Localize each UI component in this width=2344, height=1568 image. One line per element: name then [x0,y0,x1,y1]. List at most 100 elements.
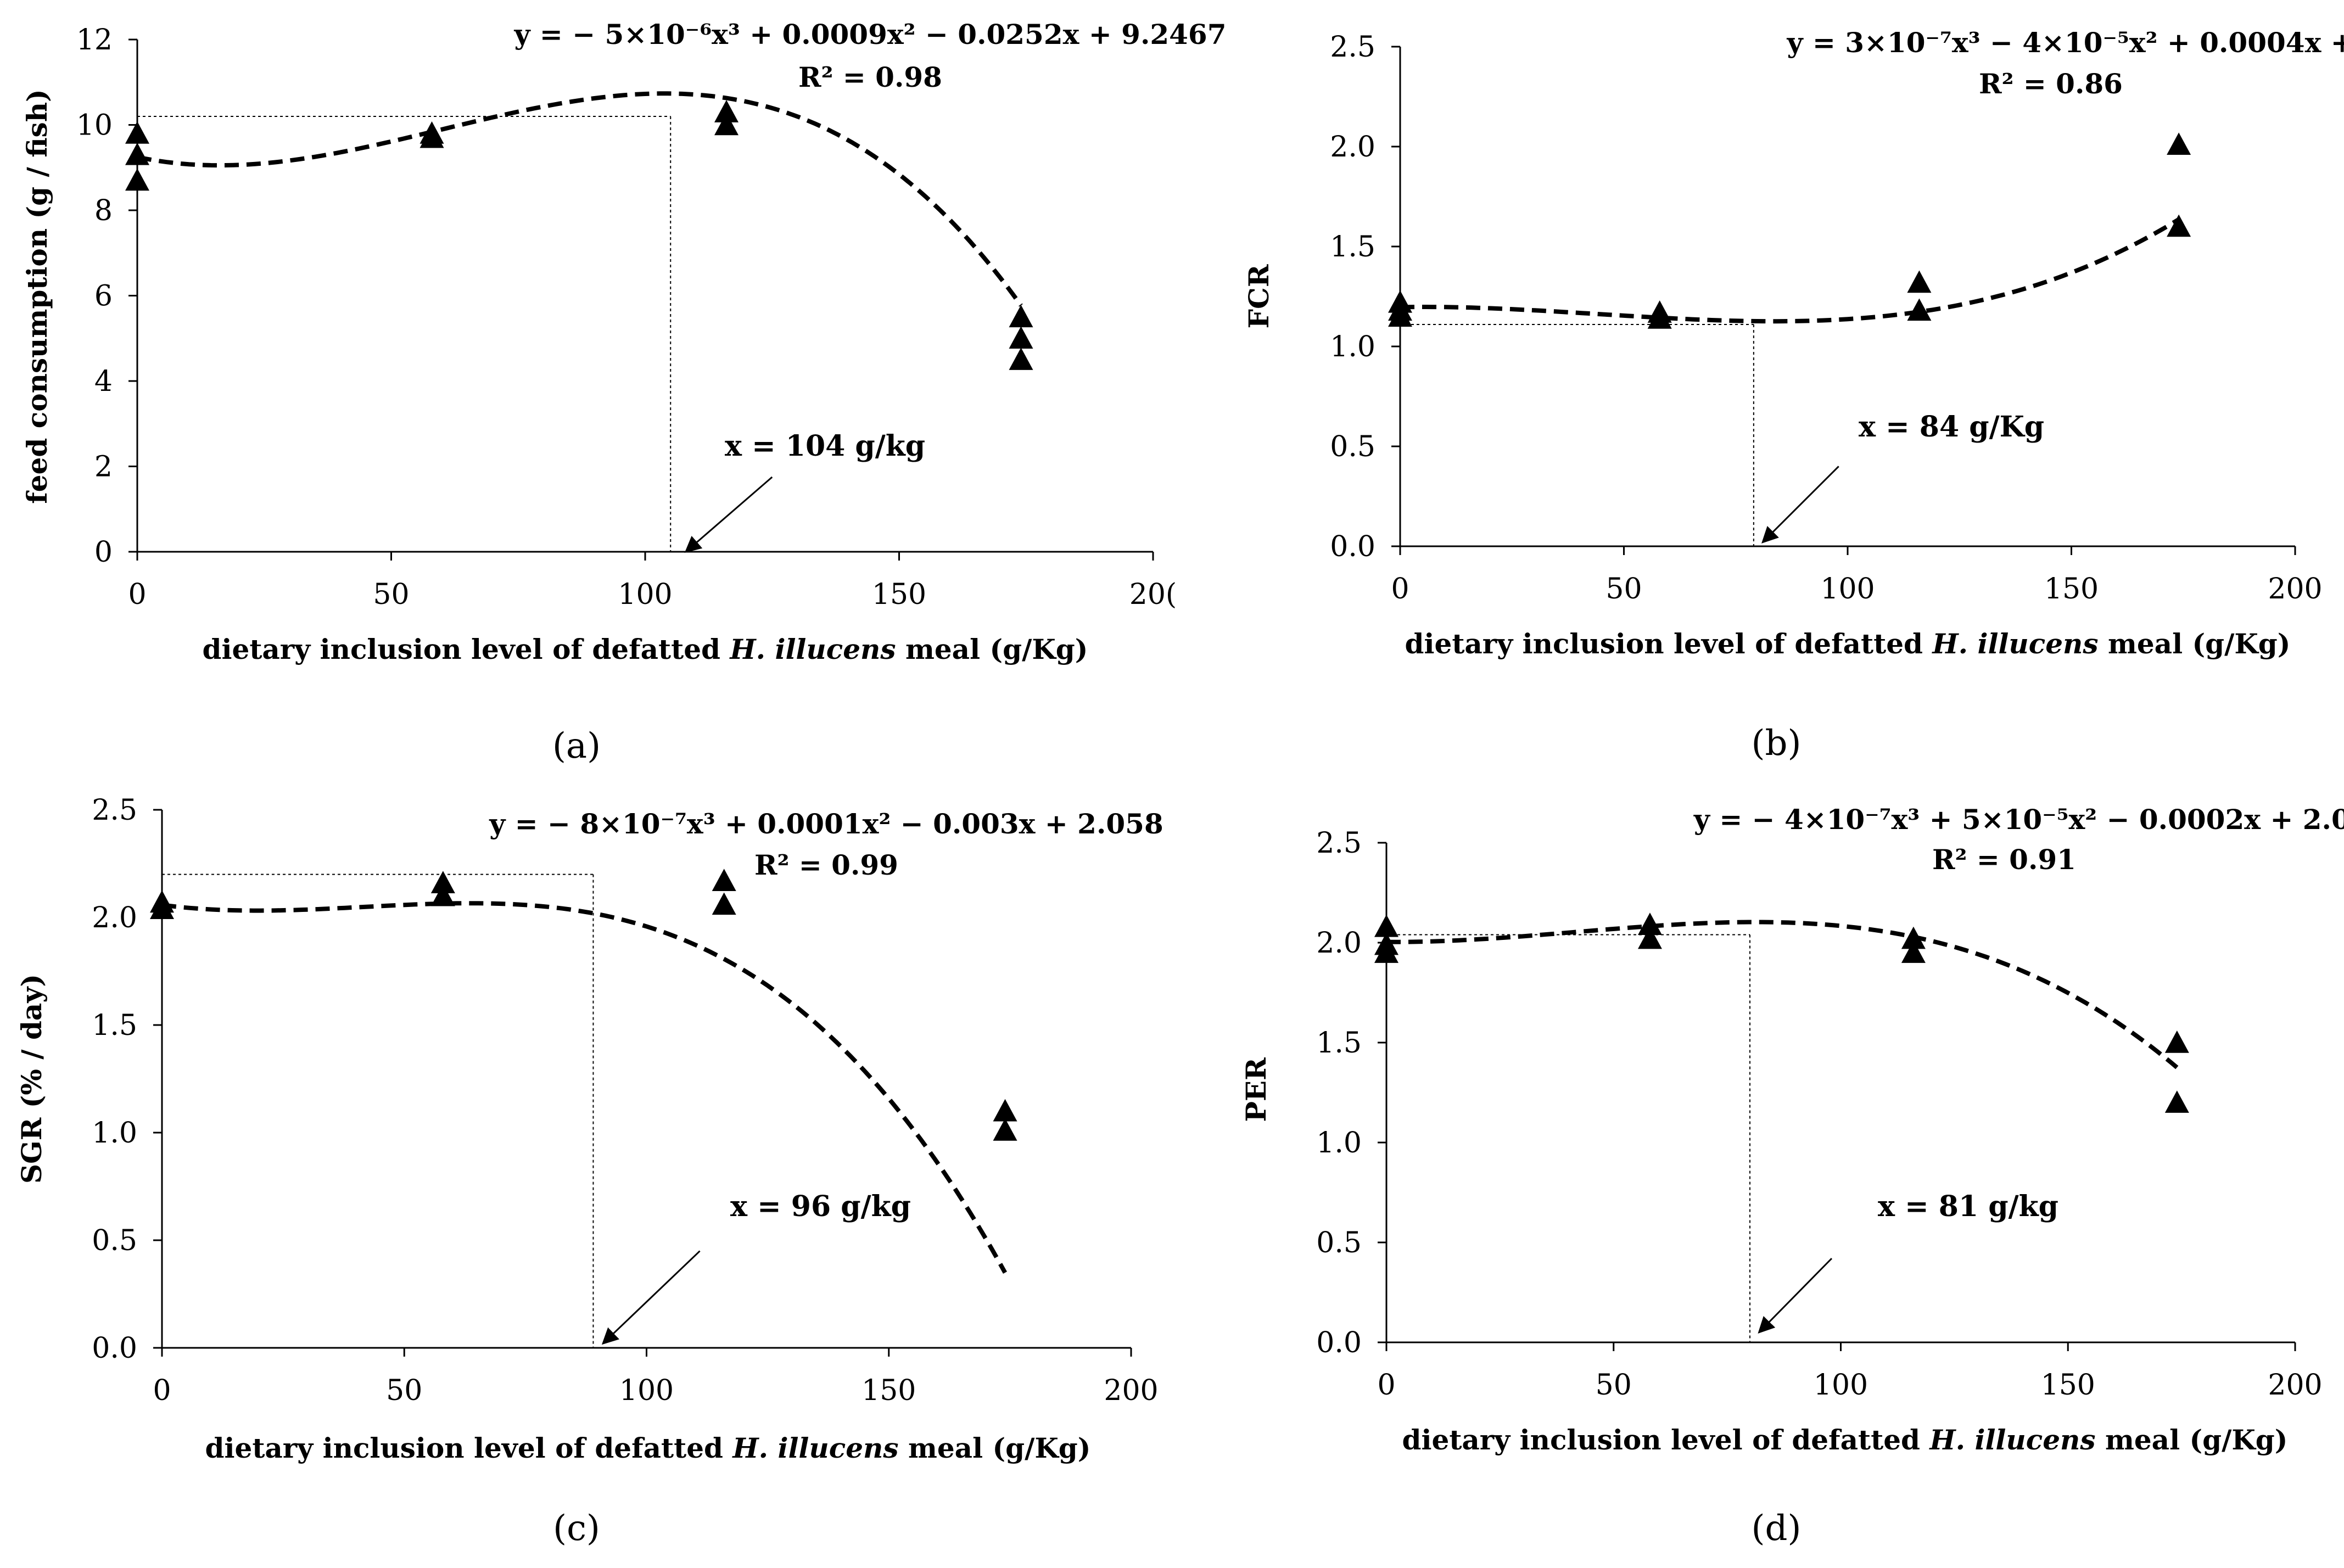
data-point [714,113,739,136]
x-tick-label: 50 [373,578,409,611]
y-tick-label: 0 [94,536,113,569]
r-squared: R² = 0.91 [1932,843,2076,876]
x-axis-label-suffix: meal (g/Kg) [2096,1424,2288,1456]
y-tick-label: 8 [94,194,113,227]
fit-curve [1386,920,2179,1069]
x-tick-label: 50 [1596,1369,1632,1402]
fit-curve [161,901,1007,1274]
y-tick-label: 12 [76,24,113,57]
data-point [1009,326,1033,349]
x-axis-label: dietary inclusion level of defatted H. i… [1402,1424,2288,1456]
data-point [1907,270,1932,293]
y-tick-label: 10 [76,109,113,142]
chart-panel-2: 0 50 100 150 200 0.0 0.5 1.0 1.5 2.0 2.5 y = 3×10⁻⁷… [1243,26,2344,764]
data-point [1637,926,1662,949]
data-point [712,892,736,915]
data-point [419,125,444,148]
y-tick-label: 2.5 [1316,827,1362,860]
data-point [150,897,174,920]
y-tick-label: 2.0 [92,901,137,934]
x-tick-label: 200 [2268,573,2322,606]
data-point [430,871,455,893]
data-point [2167,132,2191,155]
optimum-arrow [601,1250,701,1345]
x-axis-label-species: H. illucens [729,633,896,665]
data-point [2167,214,2191,237]
y-axis-label: feed consumption (g / fish) [21,89,53,503]
data-point [993,1118,1017,1141]
data-point [125,121,149,144]
x-axis-label-species: H. illucens [1928,1424,2095,1456]
y-tick-label: 1.5 [92,1009,137,1042]
data-point [1901,940,1926,963]
x-tick-label: 20( [1129,578,1177,611]
fit-curve [137,91,1023,307]
optimum-arrow [684,476,773,553]
data-point [1374,914,1398,937]
y-tick-label: 6 [94,280,113,313]
x-tick-label: 0 [128,578,146,611]
data-point [714,100,739,122]
x-axis-label-species: H. illucens [1931,628,2098,660]
x-tick-label: 0 [1377,1369,1395,1402]
x-axis-label-prefix: dietary inclusion level of defatted [1405,628,1933,660]
panels: 0 50 100 150 20(0 2 4 6 8 10 12 y = − 5×10⁻⁶x³ + 0.… [15,18,2344,1549]
r-squared: R² = 0.86 [1979,68,2123,100]
chart-panel-1: 0 50 100 150 20(0 2 4 6 8 10 12 y = − 5×10⁻⁶x³ + 0.… [21,18,1227,766]
optimum-label: x = 84 g/Kg [1859,410,2044,444]
y-tick-label: 1.0 [92,1117,137,1150]
data-point [1388,304,1412,327]
y-axis-label: FCR [1243,264,1275,328]
y-axis-label: SGR (% / day) [15,974,48,1184]
data-point [1374,940,1398,963]
fit-curve [1400,217,2180,324]
x-axis-label-suffix: meal (g/Kg) [896,633,1088,665]
panel-label: (c) [553,1508,600,1549]
data-point [2164,1090,2189,1113]
optimum-arrow [1761,466,1839,544]
x-axis-label-species: H. illucens [731,1432,898,1464]
data-point [1009,348,1033,370]
fit-equation: y = − 8×10⁻⁷x³ + 0.0001x² − 0.003x + 2.0… [489,808,1163,840]
y-tick-label: 2.0 [1330,131,1375,164]
y-tick-label: 0.5 [1330,430,1375,463]
data-point [993,1099,1017,1122]
x-tick-label: 0 [153,1374,171,1407]
y-tick-label: 2.0 [1316,927,1362,960]
optimum-label: x = 81 g/kg [1878,1190,2058,1223]
optimum-arrow [1758,1258,1833,1334]
x-axis-label-prefix: dietary inclusion level of defatted [1402,1424,1930,1456]
panel-label: (b) [1752,723,1802,764]
x-tick-label: 150 [2044,573,2099,606]
x-tick-label: 100 [1820,573,1875,606]
data-point [1009,305,1033,328]
data-point [125,142,149,165]
fit-equation: y = 3×10⁻⁷x³ − 4×10⁻⁵x² + 0.0004x + 1.19… [1787,26,2344,59]
x-tick-label: 150 [2041,1369,2095,1402]
x-tick-label: 100 [618,578,672,611]
y-tick-label: 1.5 [1330,231,1375,264]
y-tick-label: 0.0 [92,1332,137,1365]
x-axis-label-suffix: meal (g/Kg) [899,1432,1091,1464]
y-tick-label: 0.5 [92,1224,137,1257]
panel-label: (d) [1752,1508,1802,1549]
x-tick-label: 200 [1104,1374,1158,1407]
y-tick-label: 2.5 [1330,31,1375,64]
y-tick-label: 1.5 [1316,1027,1362,1060]
y-tick-label: 2 [94,451,113,484]
panel-label: (a) [552,726,601,766]
x-tick-label: 150 [861,1374,916,1407]
x-axis-label: dietary inclusion level of defatted H. i… [205,1432,1091,1464]
data-point [1901,926,1926,949]
x-tick-label: 50 [386,1374,422,1407]
data-point [430,883,455,906]
x-tick-label: 0 [1391,573,1409,606]
x-tick-label: 150 [872,578,926,611]
data-point [1907,298,1932,321]
y-tick-label: 1.0 [1316,1127,1362,1160]
y-tick-label: 4 [94,365,113,398]
data-point [1647,306,1672,329]
x-axis-label-suffix: meal (g/Kg) [2099,628,2291,660]
data-point [712,869,736,892]
